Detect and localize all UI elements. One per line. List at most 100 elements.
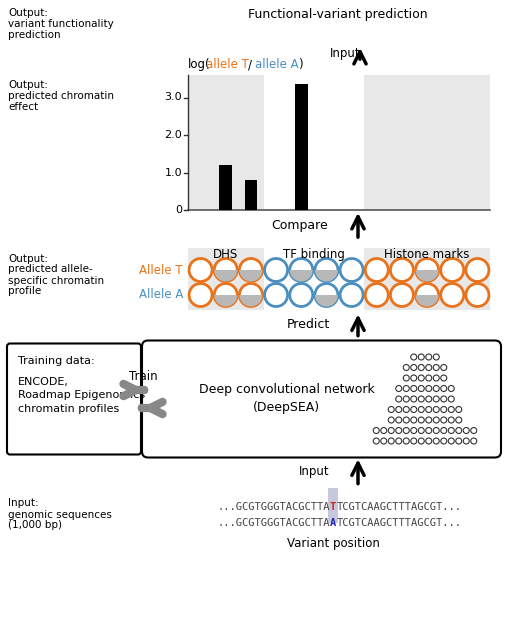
Circle shape <box>433 365 439 371</box>
Circle shape <box>433 386 439 391</box>
Text: genomic sequences: genomic sequences <box>8 509 112 520</box>
Circle shape <box>396 407 402 412</box>
Circle shape <box>411 417 417 423</box>
Circle shape <box>189 284 212 307</box>
Circle shape <box>189 258 212 281</box>
Circle shape <box>411 427 417 433</box>
Circle shape <box>388 427 394 433</box>
Circle shape <box>411 365 417 371</box>
Text: allele A: allele A <box>255 58 299 71</box>
Text: effect: effect <box>8 102 38 112</box>
Circle shape <box>426 438 432 444</box>
Bar <box>409 353 441 361</box>
Circle shape <box>411 396 417 402</box>
Bar <box>402 363 448 371</box>
Circle shape <box>396 417 402 423</box>
Circle shape <box>239 258 263 281</box>
Text: /: / <box>248 58 252 71</box>
Circle shape <box>373 438 379 444</box>
Circle shape <box>426 365 432 371</box>
Wedge shape <box>214 295 237 307</box>
Circle shape <box>433 396 439 402</box>
Text: Input: Input <box>330 47 360 60</box>
Circle shape <box>315 284 338 307</box>
Circle shape <box>396 386 402 391</box>
Text: prediction: prediction <box>8 30 61 40</box>
Circle shape <box>403 417 409 423</box>
Bar <box>394 384 456 392</box>
Circle shape <box>426 375 432 381</box>
Text: Training data:: Training data: <box>18 356 95 366</box>
Wedge shape <box>214 270 237 281</box>
Bar <box>264 273 364 309</box>
Bar <box>188 273 264 309</box>
Circle shape <box>396 396 402 402</box>
Text: 2.0: 2.0 <box>164 130 182 140</box>
Circle shape <box>411 386 417 391</box>
Circle shape <box>433 407 439 412</box>
Circle shape <box>448 438 454 444</box>
Circle shape <box>365 284 388 307</box>
Circle shape <box>448 427 454 433</box>
Circle shape <box>390 258 413 281</box>
Circle shape <box>265 258 287 281</box>
Circle shape <box>416 284 439 307</box>
Circle shape <box>456 438 462 444</box>
Circle shape <box>388 417 394 423</box>
Circle shape <box>441 407 447 412</box>
Circle shape <box>416 258 439 281</box>
Circle shape <box>433 427 439 433</box>
Text: predicted allele-: predicted allele- <box>8 265 93 274</box>
Bar <box>295 84 308 210</box>
Circle shape <box>426 407 432 412</box>
Circle shape <box>289 284 313 307</box>
FancyBboxPatch shape <box>142 340 501 458</box>
Bar <box>264 248 364 284</box>
Text: profile: profile <box>8 286 41 296</box>
Circle shape <box>403 396 409 402</box>
Circle shape <box>426 386 432 391</box>
Text: ): ) <box>298 58 303 71</box>
Circle shape <box>426 427 432 433</box>
Text: Compare: Compare <box>271 219 328 232</box>
Bar <box>387 416 463 424</box>
Text: Train: Train <box>129 370 157 383</box>
Bar <box>372 437 478 445</box>
Circle shape <box>418 354 424 360</box>
Circle shape <box>289 258 313 281</box>
Circle shape <box>448 417 454 423</box>
Circle shape <box>463 438 469 444</box>
Wedge shape <box>416 270 439 281</box>
Text: Deep convolutional network: Deep convolutional network <box>199 384 374 396</box>
Wedge shape <box>416 295 439 307</box>
Bar <box>364 248 490 284</box>
Circle shape <box>418 386 424 391</box>
Bar <box>394 395 456 403</box>
Circle shape <box>441 438 447 444</box>
Circle shape <box>418 396 424 402</box>
Text: Functional-variant prediction: Functional-variant prediction <box>248 8 428 21</box>
Text: 0: 0 <box>175 205 182 215</box>
Circle shape <box>456 407 462 412</box>
Text: Input: Input <box>299 465 330 478</box>
Circle shape <box>418 438 424 444</box>
Text: Variant position: Variant position <box>286 537 379 550</box>
Circle shape <box>456 427 462 433</box>
Circle shape <box>239 284 263 307</box>
Circle shape <box>214 284 237 307</box>
Circle shape <box>390 284 413 307</box>
Text: TF binding: TF binding <box>283 248 345 261</box>
Circle shape <box>441 396 447 402</box>
Text: chromatin profiles: chromatin profiles <box>18 404 119 414</box>
Circle shape <box>388 438 394 444</box>
Circle shape <box>471 438 477 444</box>
Text: Allele T: Allele T <box>139 263 183 276</box>
Circle shape <box>448 396 454 402</box>
Text: ...GCGTGGGTACGCTTA: ...GCGTGGGTACGCTTA <box>218 519 330 528</box>
Text: Roadmap Epigenomics: Roadmap Epigenomics <box>18 391 145 401</box>
Circle shape <box>441 365 447 371</box>
Text: Input:: Input: <box>8 499 39 509</box>
Circle shape <box>426 417 432 423</box>
Wedge shape <box>239 295 263 307</box>
Bar <box>402 374 448 382</box>
